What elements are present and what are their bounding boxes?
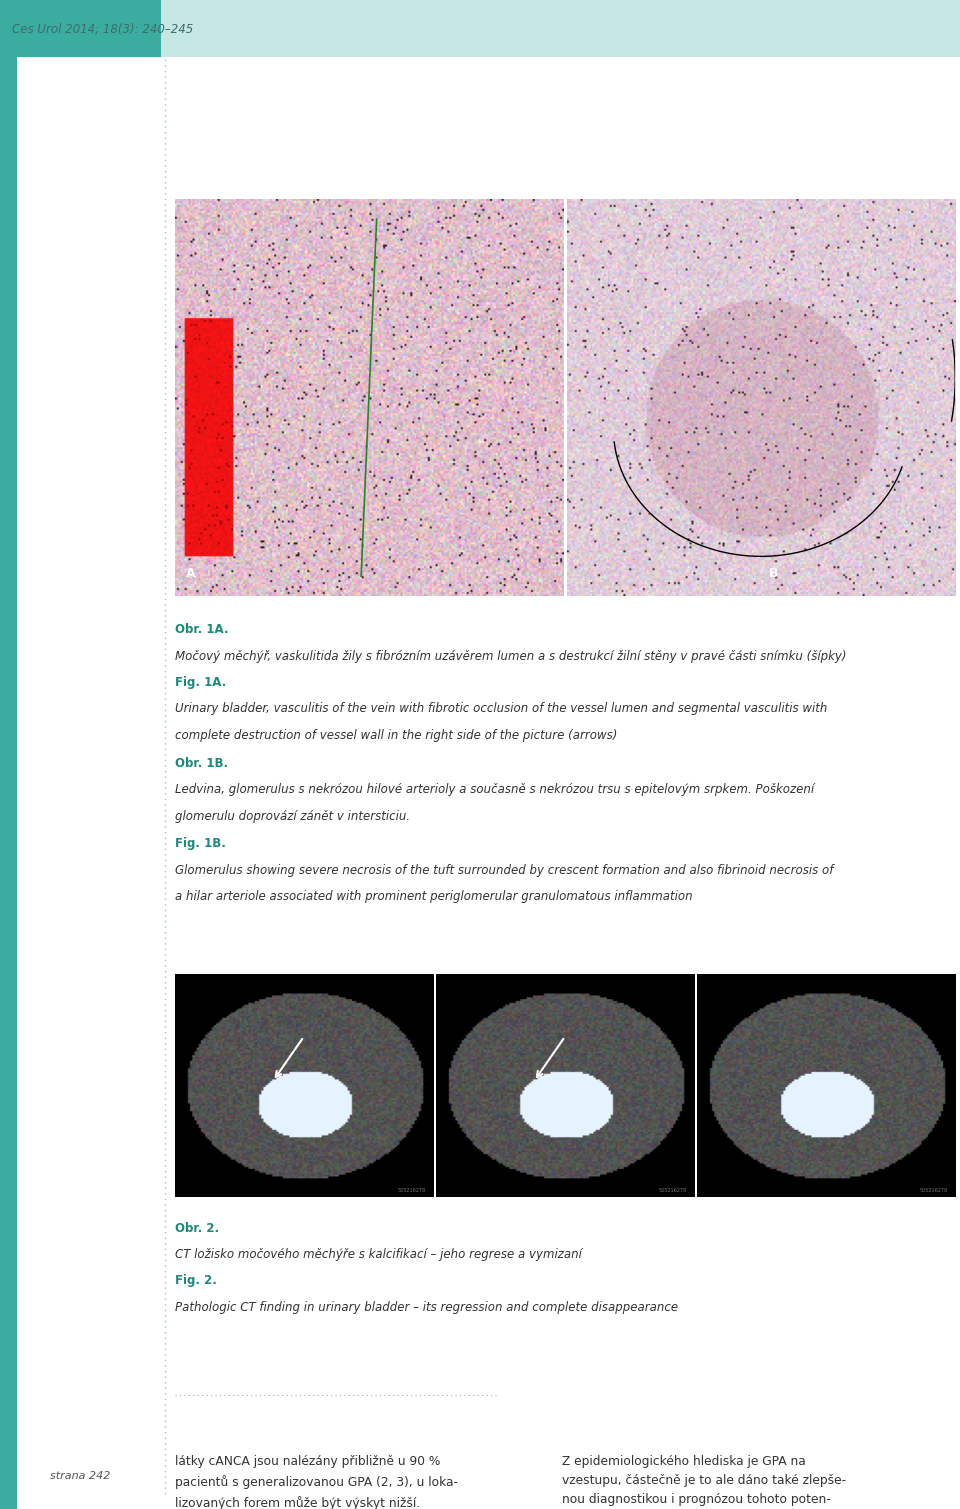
Text: Ces Urol 2014; 18(3): 240–245: Ces Urol 2014; 18(3): 240–245 [12,23,193,35]
Text: Glomerulus showing severe necrosis of the tuft surrounded by crescent formation : Glomerulus showing severe necrosis of th… [175,863,833,877]
Bar [161,0,960,57]
Text: Fig. 1A.: Fig. 1A. [175,676,226,690]
Text: A: A [186,567,196,579]
Bar [0,57,17,1509]
Text: glomerulu doprovází zánět v intersticiu.: glomerulu doprovází zánět v intersticiu. [175,809,410,822]
Text: Z epidemiologického hlediska je GPA na
vzestupu, částečně je to ale dáno také zl: Z epidemiologického hlediska je GPA na v… [562,1455,846,1506]
Text: a hilar arteriole associated with prominent periglomerular granulomatous inflamm: a hilar arteriole associated with promin… [175,890,692,904]
Text: 505216278: 505216278 [659,1188,686,1194]
Text: Pathologic CT finding in urinary bladder – its regression and complete disappear: Pathologic CT finding in urinary bladder… [175,1301,678,1314]
Text: látky cANCA jsou nalézány přibližně u 90 %
pacientů s generalizovanou GPA (2, 3): látky cANCA jsou nalézány přibližně u 90… [175,1455,458,1509]
Text: strana 242: strana 242 [51,1470,110,1480]
Text: 505216278: 505216278 [920,1188,948,1194]
Text: Ledvina, glomerulus s nekrózou hilové arterioly a současně s nekrózou trsu s epi: Ledvina, glomerulus s nekrózou hilové ar… [175,783,814,797]
Text: B: B [769,567,779,579]
Text: CT ložisko močového měchýře s kalcifikací – jeho regrese a vymizaní: CT ložisko močového měchýře s kalcifikac… [175,1248,582,1262]
Text: Fig. 2.: Fig. 2. [175,1274,217,1287]
Text: 505216278: 505216278 [397,1188,425,1194]
Text: Obr. 1B.: Obr. 1B. [175,756,228,770]
Text: Urinary bladder, vasculitis of the vein with fibrotic occlusion of the vessel lu: Urinary bladder, vasculitis of the vein … [175,702,828,715]
Text: Fig. 1B.: Fig. 1B. [175,837,226,851]
Bar [0,0,161,57]
Text: Močový měchýř, vaskulitida žily s fibrózním uzávěrem lumen a s destrukcí žilní s: Močový měchýř, vaskulitida žily s fibróz… [175,649,846,662]
Text: Obr. 1A.: Obr. 1A. [175,623,228,637]
Text: Obr. 2.: Obr. 2. [175,1221,219,1234]
Text: complete destruction of vessel wall in the right side of the picture (arrows): complete destruction of vessel wall in t… [175,729,617,742]
